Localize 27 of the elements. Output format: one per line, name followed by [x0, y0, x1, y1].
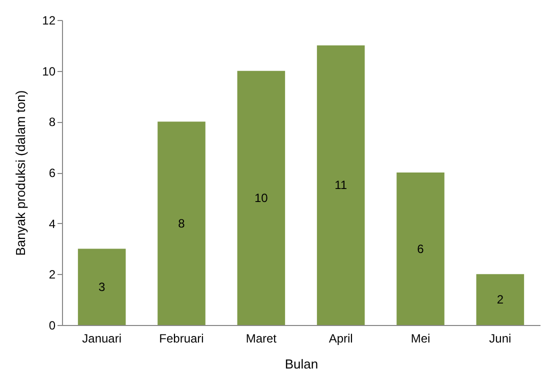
y-tick-label: 12 [42, 14, 56, 28]
data-label: 6 [417, 242, 424, 256]
x-axis-title: Bulan [284, 356, 318, 372]
bar [237, 70, 286, 325]
y-tick-label: 6 [48, 166, 56, 180]
bar [396, 172, 444, 325]
y-tick-label: 8 [48, 115, 56, 130]
bar [78, 248, 126, 325]
y-tick-label: 0 [48, 318, 56, 332]
data-label: 2 [496, 292, 504, 307]
data-label: 8 [178, 216, 186, 230]
data-label: 10 [254, 190, 268, 205]
x-tick-label: Januari [82, 332, 122, 346]
x-tick-label: Februari [159, 332, 204, 346]
y-tick-label: 10 [42, 64, 56, 78]
x-tick-label: April [328, 332, 353, 346]
bar [476, 274, 524, 325]
data-label: 3 [98, 280, 106, 294]
x-tick-label: Juni [489, 332, 512, 346]
y-tick-label: 4 [48, 216, 56, 231]
bar [158, 122, 206, 325]
x-tick-label: Maret [246, 332, 278, 346]
x-tick-label: Mei [410, 332, 430, 346]
y-axis-title: Banyak produksi (dalam ton) [13, 90, 28, 256]
data-label: 11 [334, 178, 348, 192]
y-tick-label: 2 [48, 268, 56, 282]
bar [316, 45, 365, 325]
